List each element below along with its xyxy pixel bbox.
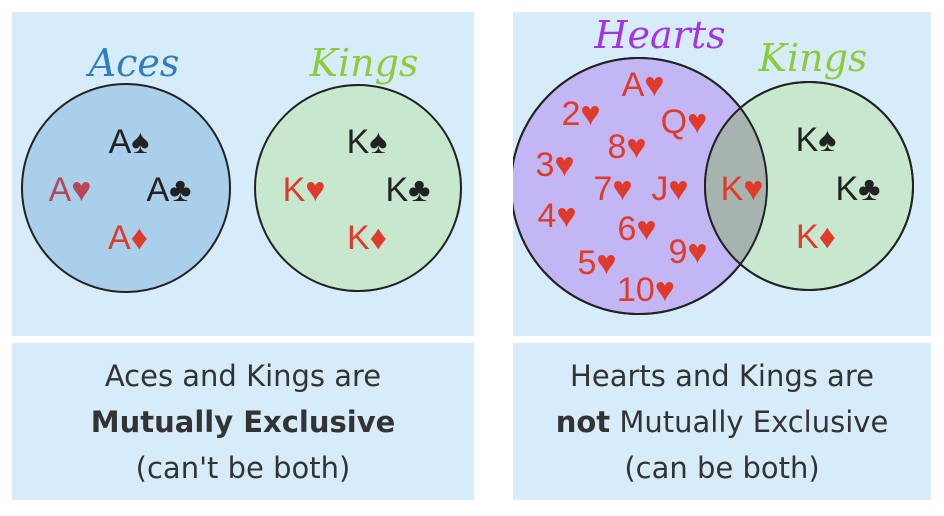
caption-right-not: not — [555, 405, 611, 439]
card-hearts-8: 8♥ — [607, 128, 646, 166]
not-mutually-exclusive-panel: Hearts Kings A♥ 2♥ Q♥ 8♥ 3♥ 7♥ J♥ 4♥ 6♥ … — [513, 12, 931, 336]
card-hearts-5: 5♥ — [577, 244, 616, 282]
aces-title: Aces — [86, 41, 180, 85]
card-hearts-queen: Q♥ — [661, 103, 708, 141]
not-mutually-exclusive-caption: Hearts and Kings are not Mutually Exclus… — [513, 343, 931, 500]
card-hearts-4: 4♥ — [537, 197, 576, 235]
kings-title-right: Kings — [758, 36, 868, 80]
caption-right-rest: Mutually Exclusive — [610, 405, 889, 439]
mutually-exclusive-panel: Aces Kings A♠ A♥ A♣ A♦ K♠ K♥ K♣ K♦ — [12, 12, 474, 336]
card-king-hearts-intersection: K♥ — [721, 170, 764, 208]
card-hearts-3: 3♥ — [535, 146, 574, 184]
card-ace-hearts: A♥ — [49, 171, 92, 209]
card-ace-spades: A♠ — [109, 123, 150, 161]
aces-circle — [21, 83, 231, 293]
aces-kings-venn: Aces Kings A♠ A♥ A♣ A♦ K♠ K♥ K♣ K♦ — [21, 41, 462, 293]
card-king-clubs: K♣ — [386, 171, 431, 209]
card-hearts-ace: A♥ — [622, 66, 665, 104]
kings-title: Kings — [309, 41, 419, 85]
card-hearts-2: 2♥ — [561, 95, 600, 133]
card-hearts-jack: J♥ — [651, 170, 688, 208]
caption-right-line2: not Mutually Exclusive — [513, 405, 931, 439]
caption-right-line3: (can be both) — [624, 451, 820, 485]
card-hearts-10: 10♥ — [617, 271, 675, 309]
card-king-clubs-right: K♣ — [836, 170, 881, 208]
card-ace-diamonds: A♦ — [108, 219, 148, 257]
caption-left-line3: (can't be both) — [135, 451, 351, 485]
caption-right-line1: Hearts and Kings are — [570, 359, 874, 393]
card-king-diamonds-right: K♦ — [796, 218, 836, 256]
card-hearts-7: 7♥ — [593, 170, 632, 208]
caption-left-line1: Aces and Kings are — [104, 359, 382, 393]
card-king-spades: K♠ — [347, 123, 388, 161]
card-king-hearts: K♥ — [283, 171, 326, 209]
hearts-kings-venn: Hearts Kings A♥ 2♥ Q♥ 8♥ 3♥ 7♥ J♥ 4♥ 6♥ … — [513, 13, 914, 315]
card-king-diamonds: K♦ — [347, 219, 387, 257]
card-ace-clubs: A♣ — [147, 171, 192, 209]
card-hearts-9: 9♥ — [668, 233, 707, 271]
hearts-title: Hearts — [593, 13, 725, 57]
mutually-exclusive-caption: Aces and Kings are Mutually Exclusive (c… — [12, 343, 474, 500]
card-hearts-6: 6♥ — [617, 210, 656, 248]
card-king-spades-right: K♠ — [796, 121, 837, 159]
caption-left-line2: Mutually Exclusive — [90, 405, 396, 439]
kings-circle — [254, 84, 462, 292]
